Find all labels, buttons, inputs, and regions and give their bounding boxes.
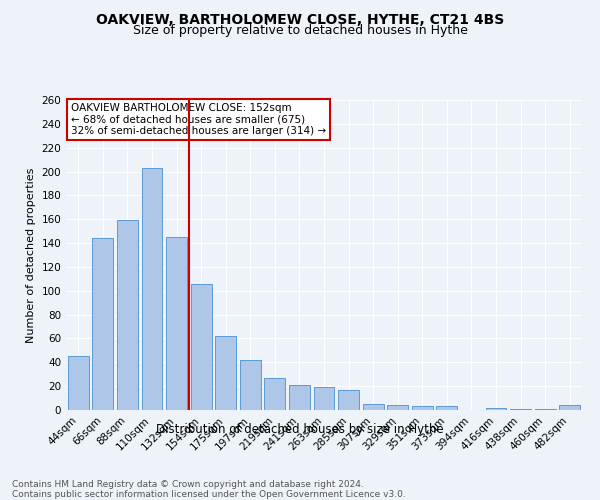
Bar [362,404,383,410]
Text: Size of property relative to detached houses in Hythe: Size of property relative to detached ho… [133,24,467,37]
Bar [68,356,89,410]
Bar [265,378,286,410]
Bar [166,237,187,410]
Bar [535,409,556,410]
Bar [485,408,506,410]
Text: Contains HM Land Registry data © Crown copyright and database right 2024.
Contai: Contains HM Land Registry data © Crown c… [12,480,406,499]
Bar [289,385,310,410]
Text: Distribution of detached houses by size in Hythe: Distribution of detached houses by size … [156,422,444,436]
Bar [338,390,359,410]
Bar [191,284,212,410]
Bar [117,220,138,410]
Bar [92,238,113,410]
Y-axis label: Number of detached properties: Number of detached properties [26,168,36,342]
Text: OAKVIEW, BARTHOLOMEW CLOSE, HYTHE, CT21 4BS: OAKVIEW, BARTHOLOMEW CLOSE, HYTHE, CT21 … [96,12,504,26]
Text: OAKVIEW BARTHOLOMEW CLOSE: 152sqm
← 68% of detached houses are smaller (675)
32%: OAKVIEW BARTHOLOMEW CLOSE: 152sqm ← 68% … [71,103,326,136]
Bar [314,388,334,410]
Bar [436,406,457,410]
Bar [215,336,236,410]
Bar [142,168,163,410]
Bar [510,409,531,410]
Bar [559,405,580,410]
Bar [240,360,261,410]
Bar [387,405,408,410]
Bar [412,406,433,410]
